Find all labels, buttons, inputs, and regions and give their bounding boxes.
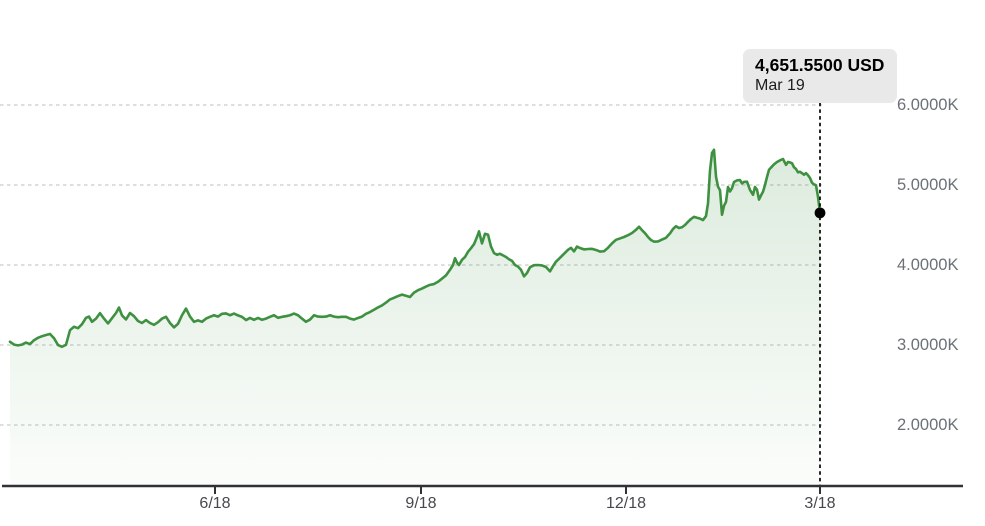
tooltip-date: Mar 19	[755, 77, 805, 94]
cursor-tooltip: 4,651.5500 USD Mar 19	[743, 49, 898, 103]
last-price-marker	[814, 207, 826, 219]
y-tick-label: 6.0000K	[897, 96, 959, 114]
tooltip-price: 4,651.5500 USD	[755, 55, 885, 75]
y-tick-label: 3.0000K	[897, 336, 959, 354]
price-line	[8, 148, 822, 349]
y-tick-label: 2.0000K	[897, 416, 959, 434]
x-tick-label: 12/18	[605, 495, 647, 512]
y-tick-label: 4.0000K	[897, 256, 959, 274]
x-tick-label: 9/18	[405, 495, 437, 512]
x-tick-label: 3/18	[804, 495, 836, 512]
price-area-fill	[10, 149, 820, 487]
y-tick-label: 5.0000K	[897, 176, 959, 194]
x-tick-label: 6/18	[199, 495, 231, 512]
